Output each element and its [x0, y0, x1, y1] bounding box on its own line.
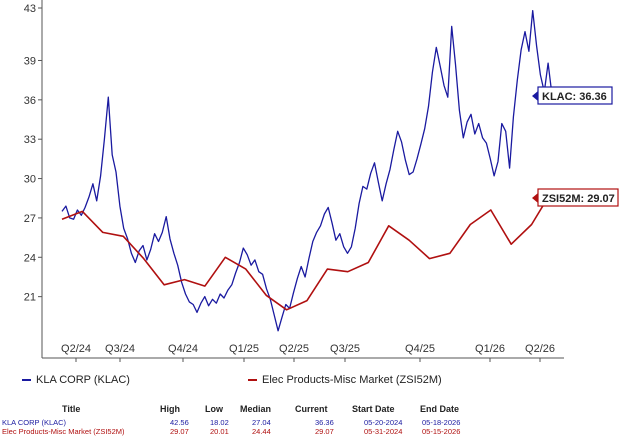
x-tick-label: Q4/25: [405, 343, 435, 355]
x-tick-label: Q1/26: [475, 343, 505, 355]
stats-row2-median: 24.44: [252, 427, 271, 436]
stats-header-current: Current: [295, 404, 328, 414]
legend-label-klac: KLA CORP (KLAC): [36, 374, 130, 386]
y-tick-label: 36: [24, 95, 36, 107]
legend-label-zsi52m: Elec Products-Misc Market (ZSI52M): [262, 374, 442, 386]
x-tick-label: Q3/25: [330, 343, 360, 355]
x-tick-label: Q4/24: [168, 343, 198, 355]
x-tick-label: Q2/24: [61, 343, 91, 355]
stats-header-start-date: Start Date: [352, 404, 395, 414]
stats-header-low: Low: [205, 404, 223, 414]
stats-row1-median: 27.04: [252, 418, 271, 427]
x-tick-label: Q1/25: [229, 343, 259, 355]
legend-swatch-zsi52m: [248, 379, 257, 382]
stats-row1-end-date: 05-18-2026: [422, 418, 461, 427]
stats-row2-title: Elec Products-Misc Market (ZSI52M): [2, 427, 125, 436]
stats-table: Title High Low Median Current Start Date…: [0, 400, 620, 436]
y-tick-label: 21: [24, 292, 36, 304]
y-tick-label: 43: [24, 3, 36, 15]
stats-row2-start-date: 05-31-2024: [364, 427, 403, 436]
stats-row1-title: KLA CORP (KLAC): [2, 418, 67, 427]
end-label-text: ZSI52M: 29.07: [542, 193, 615, 205]
y-tick-label: 33: [24, 134, 36, 146]
legend-item-zsi52m: Elec Products-Misc Market (ZSI52M): [248, 374, 442, 386]
x-axis-ticks: Q2/24 Q3/24 Q4/24 Q1/25 Q2/25 Q3/25 Q4/25 Q1/26…: [61, 343, 555, 362]
y-tick-label: 27: [24, 213, 36, 225]
end-label-zsi52m: ZSI52M: 29.07: [532, 188, 619, 207]
x-tick-label: Q2/26: [525, 343, 555, 355]
legend-item-klac: KLA CORP (KLAC): [22, 374, 130, 386]
y-tick-label: 39: [24, 55, 36, 67]
plot-area: [42, 0, 564, 358]
series-line-klac: [61, 9, 553, 332]
stats-header-median: Median: [240, 404, 272, 414]
x-tick-label: Q2/25: [279, 343, 309, 355]
stats-row1-start-date: 05-20-2024: [364, 418, 403, 427]
stats-row2-low: 20.01: [210, 427, 229, 436]
stats-row2-current: 29.07: [315, 427, 334, 436]
y-axis-ticks: 43 39 36 33 30 27 24 21: [24, 3, 42, 304]
stats-row1-low: 18.02: [210, 418, 229, 427]
legend-swatch-klac: [22, 379, 31, 382]
end-label-klac: KLAC: 36.36: [532, 86, 613, 105]
stats-header-high: High: [160, 404, 180, 414]
end-label-text: KLAC: 36.36: [542, 91, 607, 103]
stats-row1-current: 36.36: [315, 418, 334, 427]
y-tick-label: 30: [24, 174, 36, 186]
stats-row2-high: 29.07: [170, 427, 189, 436]
stats-header-title: Title: [62, 404, 81, 414]
stats-header-end-date: End Date: [420, 404, 460, 414]
stats-row2-end-date: 05-15-2026: [422, 427, 461, 436]
series-line-zsi52m: [61, 190, 553, 311]
end-label-layer: KLAC: 36.36 ZSI52M: 29.07: [532, 86, 619, 207]
x-tick-label: Q3/24: [105, 343, 135, 355]
series-layer: [61, 9, 553, 332]
y-tick-label: 24: [24, 252, 36, 264]
legend: KLA CORP (KLAC) Elec Products-Misc Marke…: [0, 368, 620, 394]
stats-row1-high: 42.56: [170, 418, 189, 427]
